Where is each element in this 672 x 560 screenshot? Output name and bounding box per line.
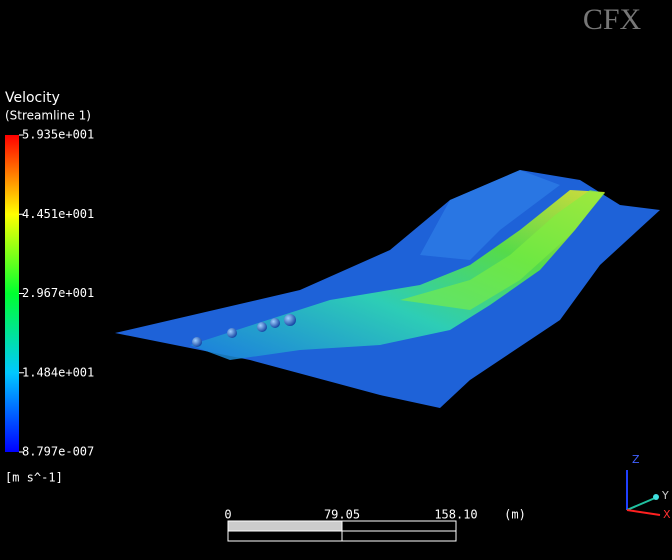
legend-subtitle: (Streamline 1) — [5, 109, 91, 123]
particle — [227, 328, 237, 338]
fast-flow — [400, 190, 605, 310]
legend-label: 4.451e+001 — [22, 207, 94, 221]
particle — [284, 314, 296, 326]
y-axis — [626, 497, 656, 511]
x-axis — [626, 509, 661, 516]
y-label: Y — [661, 489, 669, 502]
scale-label: 158.10 — [434, 508, 477, 522]
y-tip — [653, 494, 659, 500]
legend-unit: [m s^-1] — [5, 471, 63, 485]
x-label: X — [663, 508, 671, 521]
z-label: Z — [632, 453, 640, 466]
legend-label: 8.797e-007 — [22, 445, 94, 459]
terrain — [115, 170, 660, 408]
legend-label: 1.484e+001 — [22, 365, 94, 379]
legend-title: Velocity — [5, 90, 60, 106]
scale-unit: (m) — [504, 508, 526, 522]
particle — [270, 318, 280, 328]
terrain-ridge — [420, 170, 560, 260]
particle — [257, 322, 267, 332]
color-bar — [5, 135, 19, 452]
scale-label: 79.05 — [324, 508, 360, 522]
scale-fill — [228, 521, 342, 531]
scale-labels: 0 79.05 158.10 — [224, 508, 477, 522]
legend-labels: 5.935e+001 4.451e+001 2.967e+001 1.484e+001… — [19, 128, 94, 459]
legend-label: 2.967e+001 — [22, 286, 94, 300]
particle — [192, 337, 202, 347]
scale-label: 0 — [224, 508, 231, 522]
scale-bar — [227, 520, 457, 542]
legend-label: 5.935e+001 — [22, 128, 94, 142]
axis-triad: Z Y X — [626, 453, 671, 521]
logo: CFX — [583, 3, 642, 36]
